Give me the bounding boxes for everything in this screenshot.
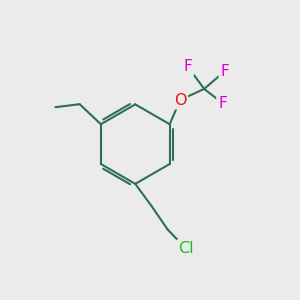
Text: F: F [184, 59, 192, 74]
Text: F: F [218, 95, 227, 110]
Text: Cl: Cl [178, 241, 194, 256]
Text: F: F [220, 64, 229, 79]
Text: O: O [174, 93, 186, 108]
